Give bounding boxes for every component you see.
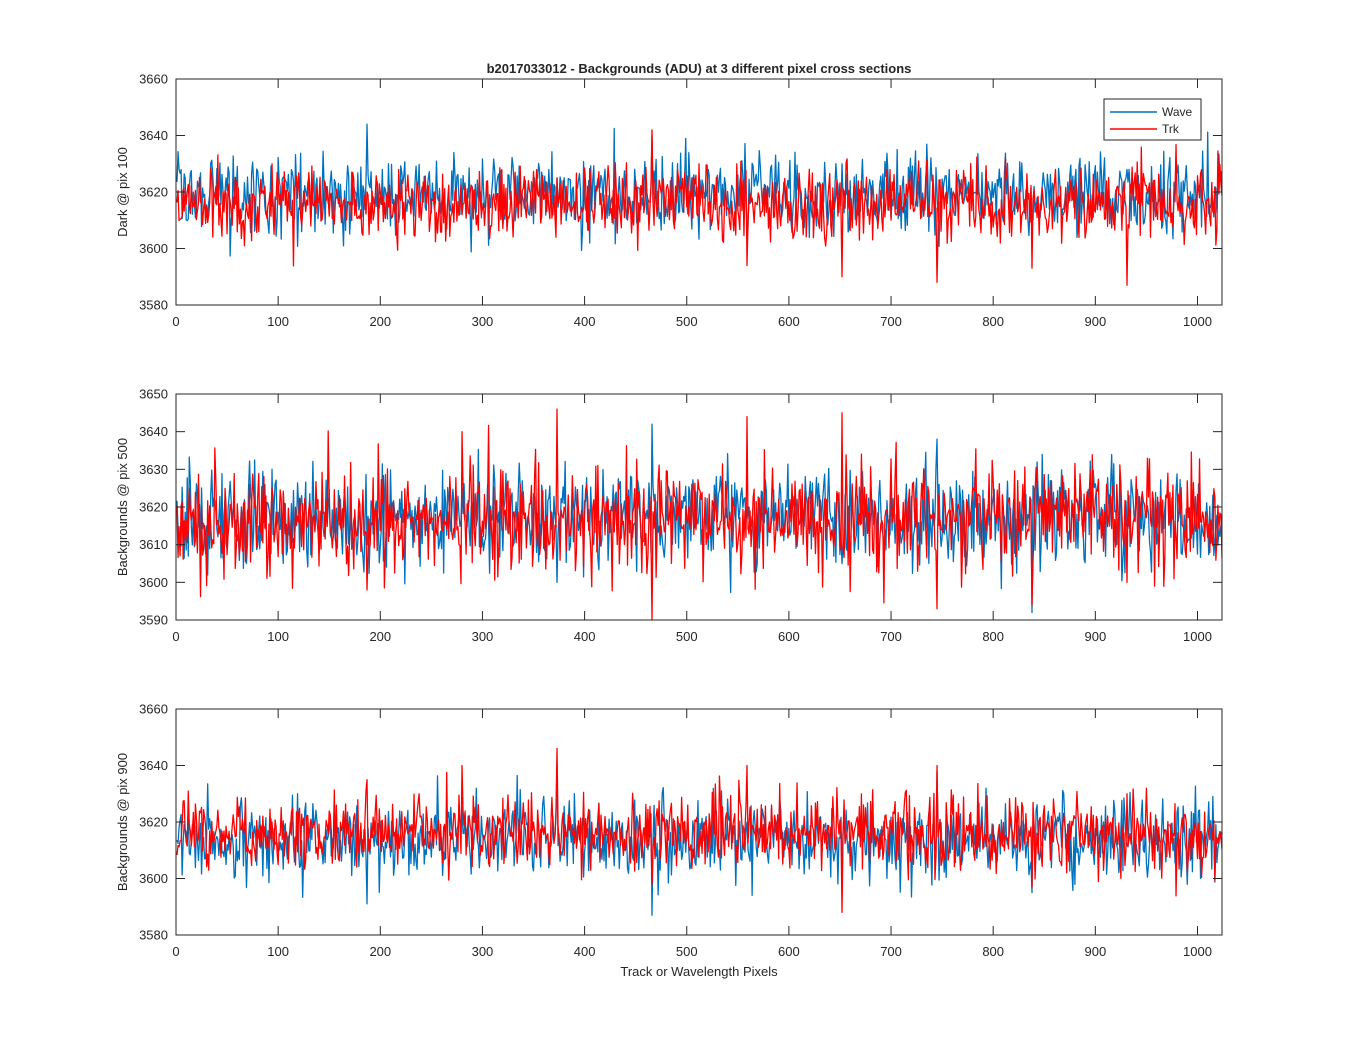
y-tick-label: 3630: [139, 462, 168, 477]
y-tick-label: 3580: [139, 298, 168, 313]
x-tick-label: 1000: [1183, 314, 1212, 329]
chart-title: b2017033012 - Backgrounds (ADU) at 3 dif…: [487, 61, 912, 76]
x-tick-label: 600: [778, 629, 800, 644]
x-tick-label: 0: [172, 944, 179, 959]
y-tick-label: 3650: [139, 387, 168, 402]
x-tick-label: 900: [1084, 314, 1106, 329]
x-tick-label: 800: [982, 629, 1004, 644]
series-line-trk: [176, 129, 1222, 286]
subplot-backgrounds-pix-500: 0 100 200 300 400 500 600 700 800 900 1000 3590 3600…: [115, 387, 1223, 644]
y-tick-label: 3660: [139, 72, 168, 87]
x-tick-label: 500: [676, 629, 698, 644]
x-tick-label: 300: [472, 944, 494, 959]
y-tick-label: 3610: [139, 537, 168, 552]
y-tick-label: 3620: [139, 185, 168, 200]
legend-label-trk: Trk: [1162, 122, 1180, 136]
x-axis-label: Track or Wavelength Pixels: [620, 964, 778, 979]
y-tick-label: 3640: [139, 128, 168, 143]
x-tick-label: 400: [574, 944, 596, 959]
plot-area: 0 100 200 300 400 500 600 700 800 900 1000 3590 3600…: [139, 387, 1223, 644]
x-tick-label: 700: [880, 314, 902, 329]
x-tick-label: 0: [172, 629, 179, 644]
y-tick-label: 3640: [139, 758, 168, 773]
y-axis-label: Backgrounds @ pix 500: [115, 438, 130, 576]
x-tick-label: 1000: [1183, 629, 1212, 644]
x-tick-label: 900: [1084, 944, 1106, 959]
y-tick-label: 3600: [139, 575, 168, 590]
x-tick-label: 200: [369, 944, 391, 959]
y-tick-label: 3620: [139, 815, 168, 830]
y-axis-label: Backgrounds @ pix 900: [115, 753, 130, 891]
series-line-trk: [176, 408, 1222, 620]
x-tick-label: 700: [880, 629, 902, 644]
y-tick-label: 3640: [139, 424, 168, 439]
x-tick-label: 100: [267, 944, 289, 959]
plot-area: 0 100 200 300 400 500 600 700 800 900 1000 3580 3600…: [139, 702, 1223, 959]
x-tick-label: 900: [1084, 629, 1106, 644]
y-tick-label: 3590: [139, 613, 168, 628]
legend: Wave Trk: [1103, 98, 1202, 141]
x-tick-label: 400: [574, 314, 596, 329]
y-tick-label: 3580: [139, 928, 168, 943]
x-tick-label: 800: [982, 314, 1004, 329]
x-tick-label: 500: [676, 314, 698, 329]
subplot-backgrounds-pix-900: 0 100 200 300 400 500 600 700 800 900 1000 3580 3600…: [115, 702, 1223, 979]
x-tick-label: 800: [982, 944, 1004, 959]
x-tick-label: 300: [472, 629, 494, 644]
plot-area: 0 100 200 300 400 500 600 700 800 900 1000 3580 3600…: [139, 72, 1223, 329]
x-tick-label: 600: [778, 944, 800, 959]
series-line-trk: [176, 747, 1222, 914]
x-tick-label: 200: [369, 314, 391, 329]
y-tick-label: 3660: [139, 702, 168, 717]
x-tick-label: 100: [267, 314, 289, 329]
x-tick-label: 100: [267, 629, 289, 644]
x-tick-label: 400: [574, 629, 596, 644]
subplot-dark-pix-100: b2017033012 - Backgrounds (ADU) at 3 dif…: [115, 61, 1223, 329]
x-tick-label: 600: [778, 314, 800, 329]
x-tick-label: 200: [369, 629, 391, 644]
y-tick-label: 3600: [139, 241, 168, 256]
y-tick-label: 3620: [139, 500, 168, 515]
x-tick-label: 500: [676, 944, 698, 959]
legend-label-wave: Wave: [1162, 105, 1193, 119]
x-tick-label: 700: [880, 944, 902, 959]
series-line-wave: [176, 123, 1222, 257]
y-tick-label: 3600: [139, 871, 168, 886]
x-tick-label: 300: [472, 314, 494, 329]
x-tick-label: 1000: [1183, 944, 1212, 959]
x-tick-label: 0: [172, 314, 179, 329]
legend-box: [1103, 98, 1202, 141]
y-axis-label: Dark @ pix 100: [115, 147, 130, 237]
